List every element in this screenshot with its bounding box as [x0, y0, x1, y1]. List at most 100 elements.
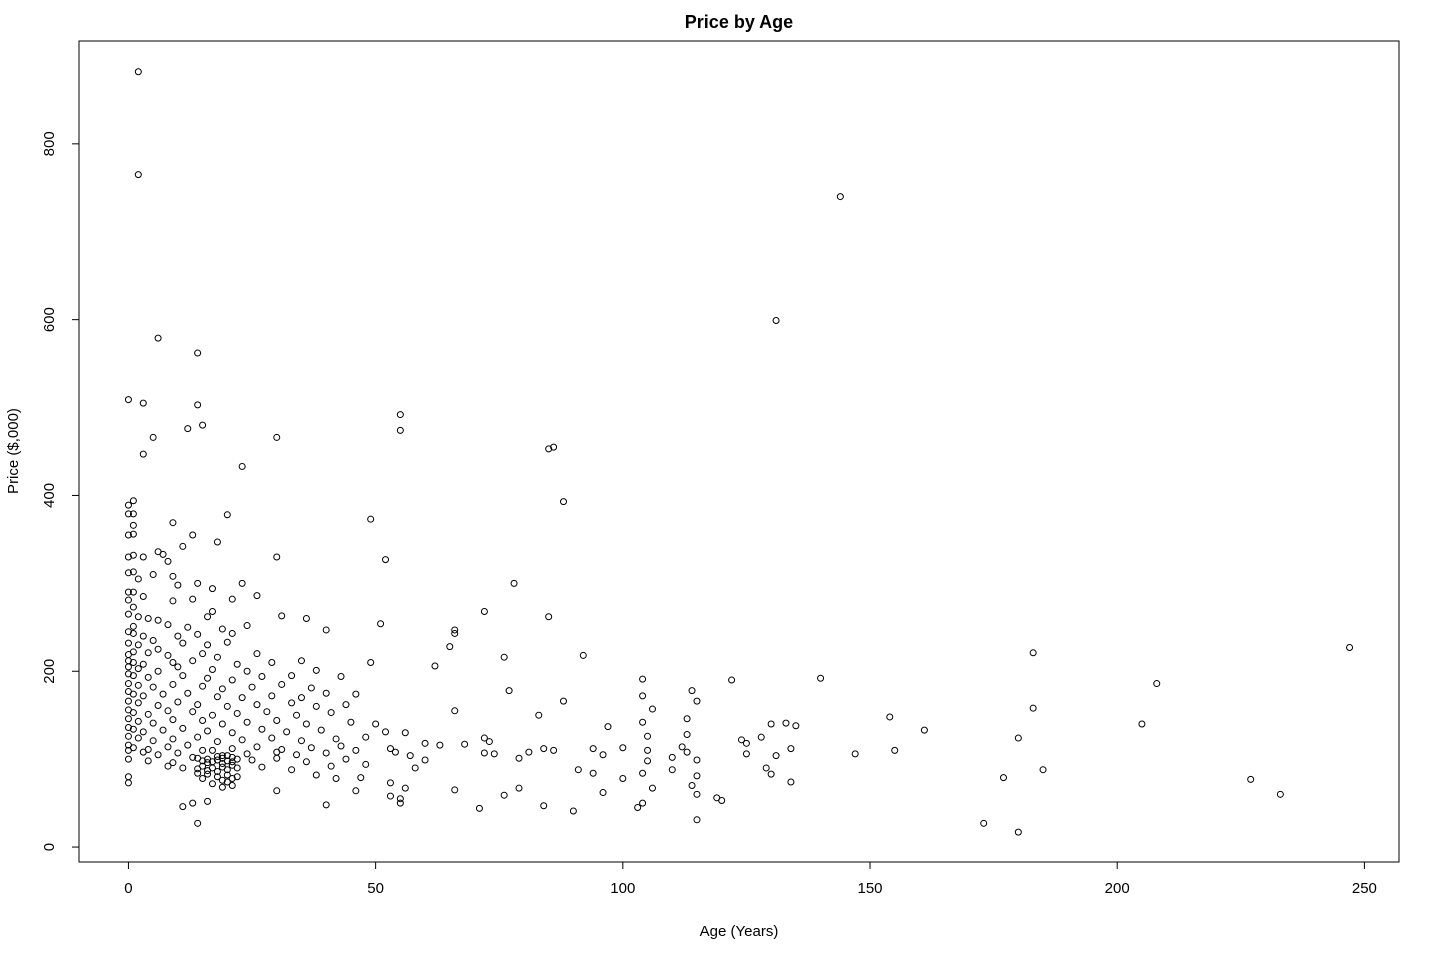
data-point	[540, 802, 548, 810]
data-point	[891, 746, 899, 754]
data-point	[1029, 704, 1037, 712]
data-point	[782, 719, 790, 727]
data-point	[208, 665, 216, 673]
data-point	[228, 676, 236, 684]
data-point	[129, 709, 137, 717]
data-point	[233, 709, 241, 717]
data-point	[134, 681, 142, 689]
data-point	[772, 317, 780, 325]
data-point	[322, 626, 330, 634]
y-tick-label: 800	[41, 131, 58, 156]
data-point	[297, 694, 305, 702]
data-point	[693, 756, 701, 764]
data-point	[480, 734, 488, 742]
data-point	[228, 774, 236, 782]
data-point	[124, 501, 132, 509]
data-point	[169, 572, 177, 580]
data-point	[461, 740, 469, 748]
data-point	[184, 425, 192, 433]
x-tick-label: 150	[857, 880, 882, 897]
data-point	[352, 690, 360, 698]
data-point	[401, 784, 409, 792]
data-point	[604, 723, 612, 731]
data-point	[238, 462, 246, 470]
data-point	[396, 795, 404, 803]
data-point	[253, 701, 261, 709]
data-point	[535, 711, 543, 719]
data-point	[204, 613, 212, 621]
data-point	[204, 759, 212, 767]
data-point	[243, 622, 251, 630]
data-point	[391, 748, 399, 756]
data-point	[639, 675, 647, 683]
data-point	[451, 707, 459, 715]
data-point	[129, 568, 137, 576]
data-point	[154, 667, 162, 675]
data-point	[124, 628, 132, 636]
data-point	[129, 690, 137, 698]
data-point	[124, 596, 132, 604]
data-point	[268, 734, 276, 742]
data-point	[194, 401, 202, 409]
data-point	[688, 687, 696, 695]
data-point	[199, 774, 207, 782]
data-point	[204, 767, 212, 775]
data-point	[377, 620, 385, 628]
data-point	[367, 658, 375, 666]
data-point	[204, 770, 212, 778]
data-point	[189, 708, 197, 716]
data-point	[312, 666, 320, 674]
data-point	[1276, 790, 1284, 798]
data-point	[421, 756, 429, 764]
data-point	[302, 720, 310, 728]
data-point	[787, 745, 795, 753]
data-point	[742, 739, 750, 747]
data-point	[164, 707, 172, 715]
data-point	[569, 807, 577, 815]
data-point	[134, 699, 142, 707]
data-point	[154, 645, 162, 653]
data-points	[124, 68, 1354, 836]
data-point	[362, 733, 370, 741]
x-tick-label: 50	[367, 880, 384, 897]
data-point	[327, 709, 335, 717]
data-point	[1014, 828, 1022, 836]
data-point	[139, 660, 147, 668]
data-point	[208, 607, 216, 615]
data-point	[179, 764, 187, 772]
data-point	[248, 683, 256, 691]
data-point	[129, 521, 137, 529]
data-point	[293, 751, 301, 759]
data-point	[194, 349, 202, 357]
data-point	[273, 433, 281, 441]
data-point	[189, 753, 197, 761]
data-point	[124, 724, 132, 732]
data-point	[718, 796, 726, 804]
data-point	[337, 742, 345, 750]
data-point	[213, 738, 221, 746]
data-point	[174, 581, 182, 589]
data-point	[421, 739, 429, 747]
data-point	[208, 711, 216, 719]
data-point	[644, 746, 652, 754]
data-point	[505, 687, 513, 695]
data-point	[169, 597, 177, 605]
data-point	[129, 530, 137, 538]
data-point	[129, 629, 137, 637]
data-point	[668, 753, 676, 761]
data-point	[352, 787, 360, 795]
data-point	[218, 776, 226, 784]
data-point	[154, 616, 162, 624]
data-point	[189, 595, 197, 603]
data-point	[233, 764, 241, 772]
data-point	[273, 748, 281, 756]
data-point	[307, 744, 315, 752]
data-point	[253, 592, 261, 600]
data-point	[189, 531, 197, 539]
data-point	[836, 193, 844, 201]
data-point	[189, 657, 197, 665]
data-point	[124, 588, 132, 596]
data-point	[204, 797, 212, 805]
data-point	[204, 674, 212, 682]
data-point	[490, 750, 498, 758]
